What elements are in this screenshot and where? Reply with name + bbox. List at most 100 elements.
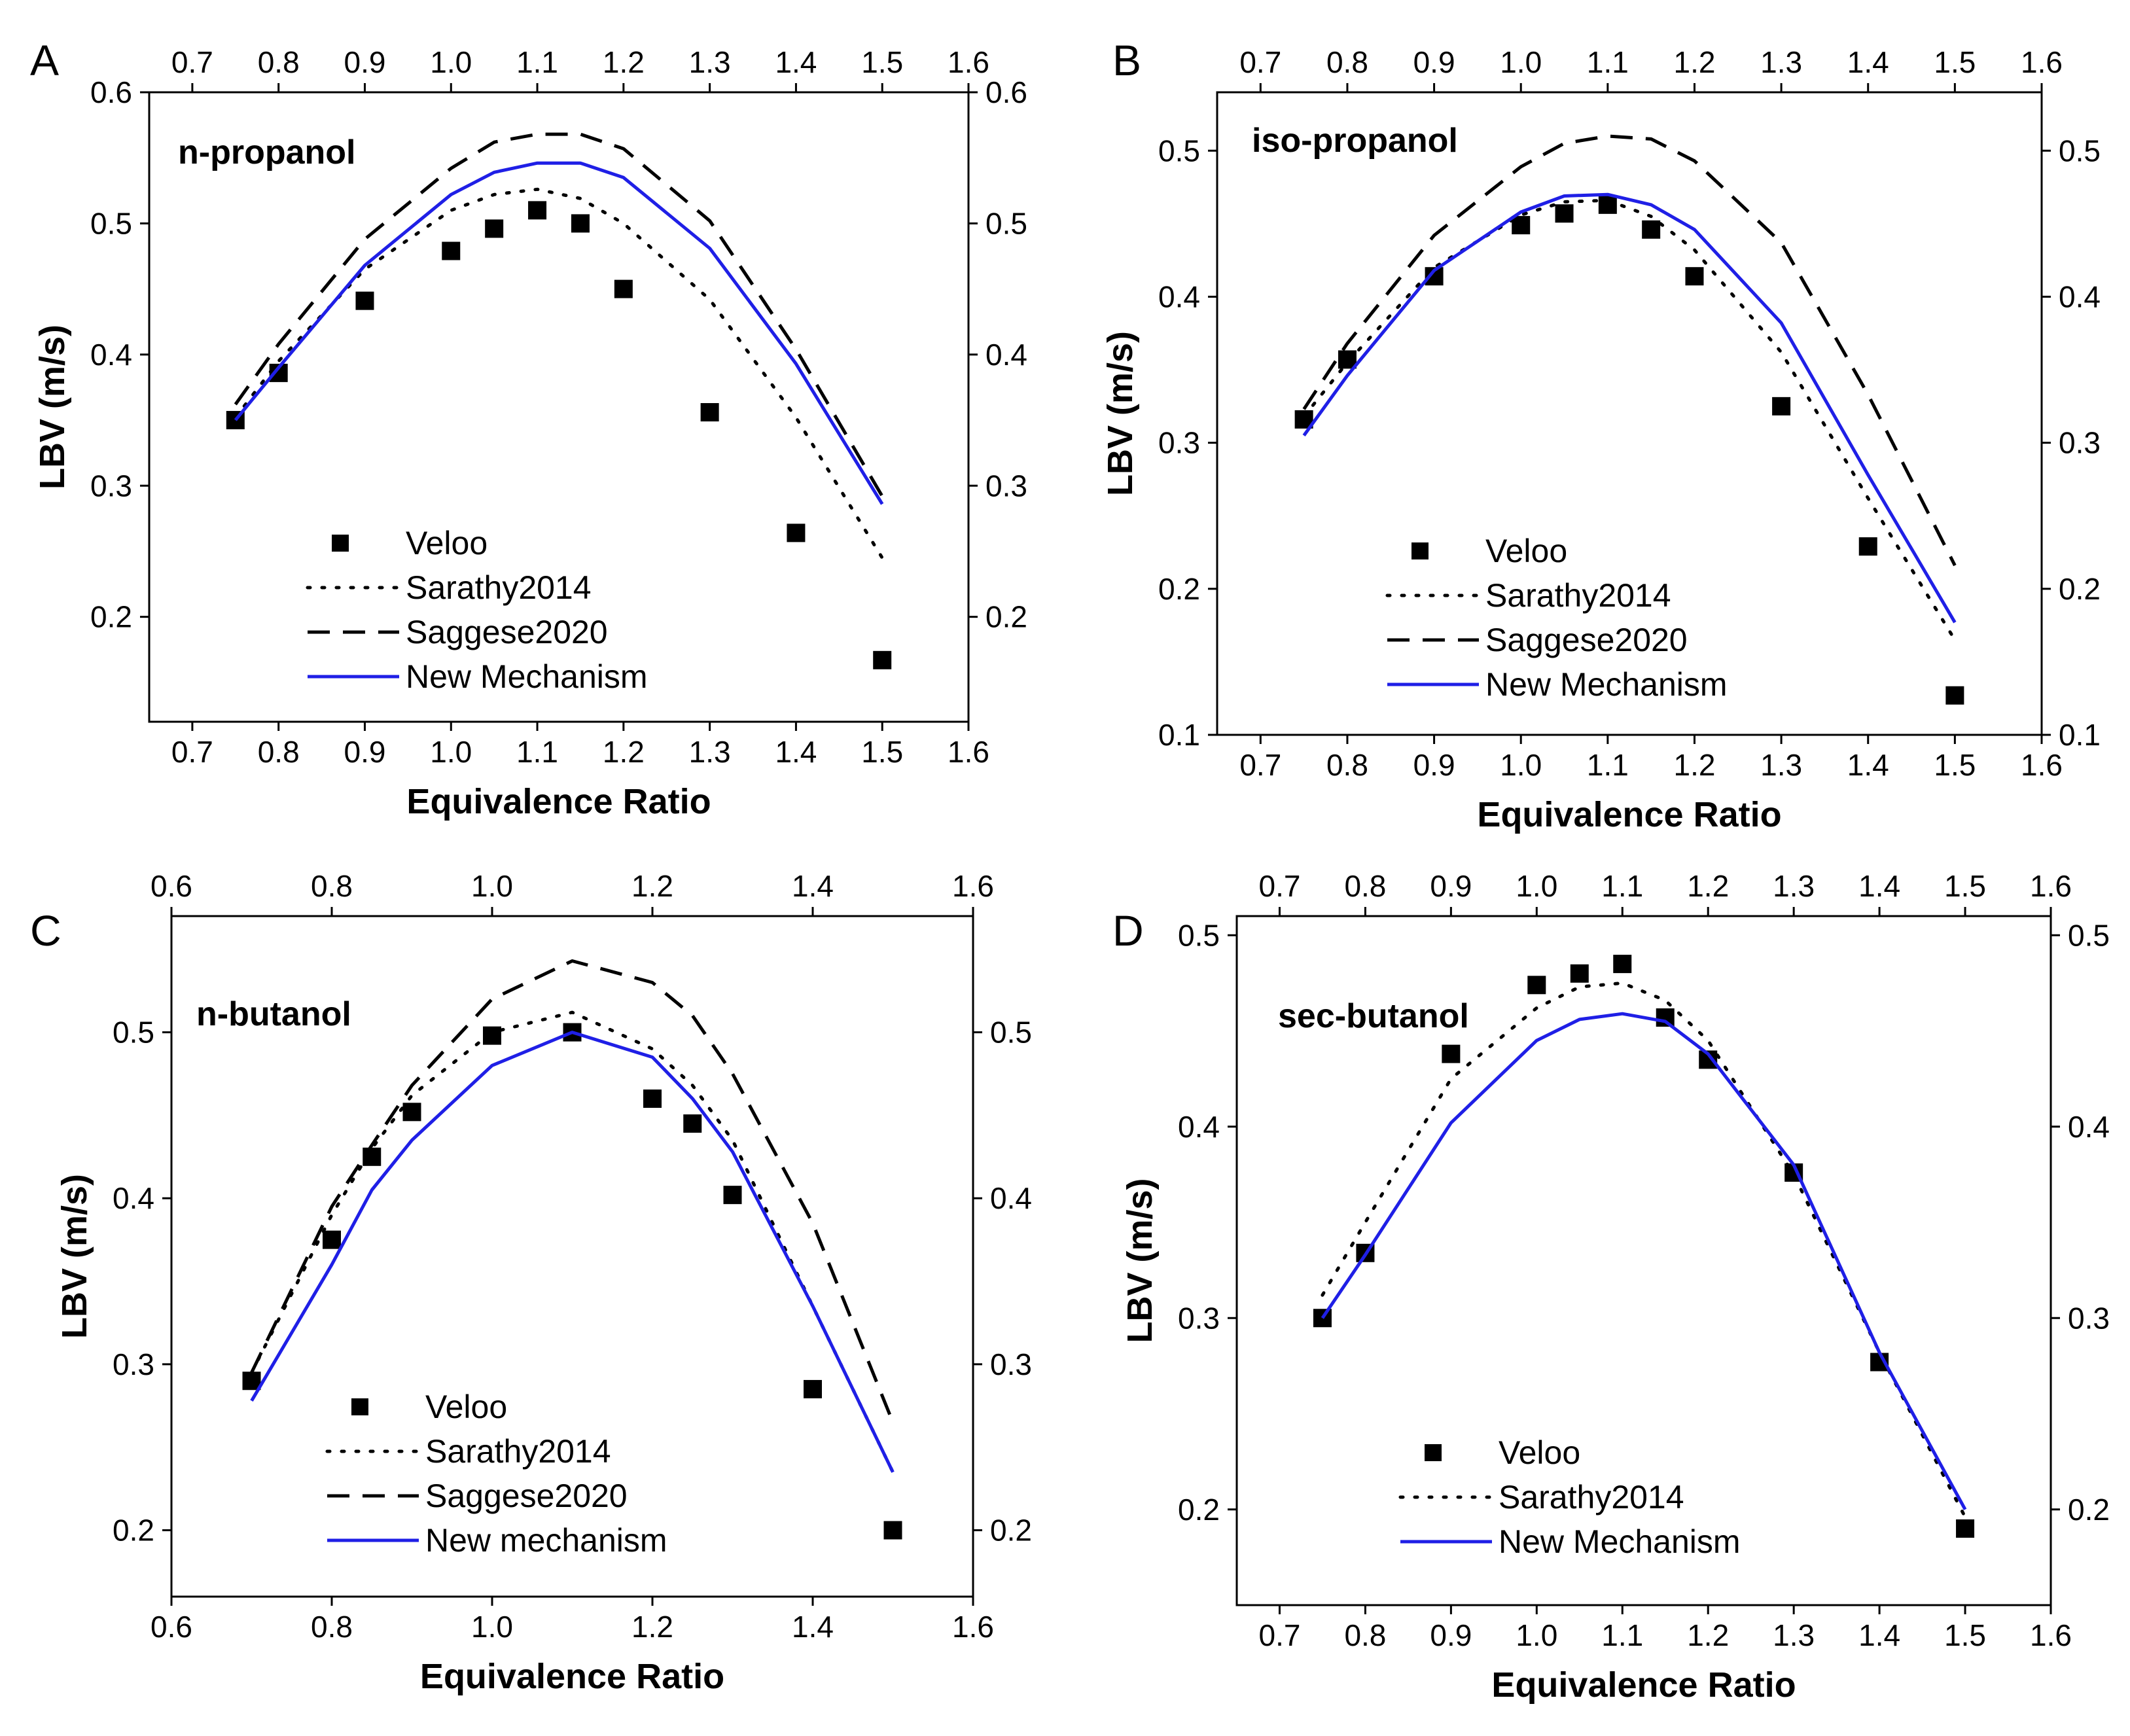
- panel-letter: A: [30, 36, 59, 84]
- x-tick-label-top: 1.0: [1500, 45, 1542, 79]
- x-tick-label-bottom: 0.7: [1258, 1618, 1300, 1652]
- panel-b: B 0.7 0.7 0.8 0.8 0.9 0.9 1.0 1.0 1.1 1.1 1.2 1.2 1.3…: [1101, 36, 2101, 834]
- x-tick-label-top: 1.1: [1601, 869, 1643, 903]
- legend-label: Saggese2020: [1485, 622, 1688, 658]
- x-tick-label-top: 1.0: [1516, 869, 1557, 903]
- x-tick-label-bottom: 0.9: [344, 735, 385, 769]
- data-point-veloo: [787, 523, 806, 542]
- panel-c: C 0.6 0.6 0.8 0.8 1.0 1.0 1.2 1.2 1.4 1.4 1.6 1.6 0.2…: [30, 869, 1032, 1696]
- y-tick-label-left: 0.3: [1158, 426, 1200, 460]
- x-tick-label-bottom: 1.4: [1858, 1618, 1900, 1652]
- legend-marker-icon: [1425, 1444, 1442, 1461]
- y-tick-label-left: 0.3: [90, 469, 132, 503]
- plot-frame: [1235, 915, 2052, 1606]
- x-tick-label-top: 1.2: [631, 869, 673, 903]
- legend-sarathy2014: Sarathy2014: [1398, 1479, 1684, 1515]
- y-tick-label-left: 0.2: [90, 600, 132, 634]
- x-tick-label-top: 1.3: [1760, 45, 1802, 79]
- data-point-veloo: [1570, 964, 1589, 983]
- x-tick-label-top: 1.5: [861, 45, 903, 79]
- x-tick-label-bottom: 1.5: [1934, 748, 1976, 782]
- legend-marker-icon: [351, 1398, 368, 1415]
- data-point-veloo: [683, 1114, 702, 1133]
- legend-label: New mechanism: [425, 1522, 667, 1559]
- plot-frame: [1216, 91, 2043, 736]
- y-tick-label-right: 0.5: [2059, 133, 2101, 168]
- panel-letter: D: [1112, 906, 1144, 955]
- series-sarathy2014-line: [234, 187, 884, 559]
- series-sarathy2014-line: [250, 1010, 895, 1474]
- legend-label: Sarathy2014: [406, 569, 592, 606]
- legend-label: New Mechanism: [1499, 1523, 1741, 1560]
- x-tick-label-top: 1.0: [471, 869, 513, 903]
- x-tick-label-bottom: 1.4: [1847, 748, 1889, 782]
- legend-sarathy2014: Sarathy2014: [1385, 577, 1671, 614]
- legend-new-mechanism: New Mechanism: [1400, 1523, 1741, 1560]
- legend-label: Veloo: [1499, 1434, 1580, 1471]
- x-tick-label-bottom: 1.2: [631, 1610, 673, 1644]
- legend-label: Saggese2020: [425, 1478, 628, 1514]
- x-tick-label-bottom: 1.6: [948, 735, 989, 769]
- x-tick-label-bottom: 0.8: [1326, 748, 1368, 782]
- y-tick-label-right: 0.3: [990, 1347, 1032, 1381]
- x-tick-label-top: 1.1: [516, 45, 558, 79]
- x-tick-label-top: 1.5: [1934, 45, 1976, 79]
- x-tick-label-bottom: 0.8: [258, 735, 300, 769]
- x-tick-label-bottom: 1.3: [1773, 1618, 1815, 1652]
- y-tick-label-left: 0.6: [90, 75, 132, 109]
- x-tick-label-top: 0.9: [1430, 869, 1472, 903]
- y-tick-label-right: 0.3: [985, 469, 1027, 503]
- legend-new-mechanism: New mechanism: [327, 1522, 667, 1559]
- legend-label: Veloo: [1485, 533, 1567, 569]
- data-point-veloo: [242, 1372, 261, 1391]
- y-tick-label-left: 0.2: [1158, 572, 1200, 606]
- legend-marker-icon: [332, 535, 349, 552]
- fuel-name: n-butanol: [196, 995, 351, 1033]
- y-tick-label-right: 0.4: [990, 1181, 1032, 1215]
- x-tick-label-bottom: 1.0: [430, 735, 472, 769]
- legend-label: Saggese2020: [406, 614, 608, 650]
- data-point-veloo: [485, 219, 504, 238]
- legend-new-mechanism: New Mechanism: [308, 658, 648, 695]
- x-tick-label-bottom: 1.1: [1601, 1618, 1643, 1652]
- x-tick-label-top: 1.4: [1847, 45, 1889, 79]
- x-tick-label-bottom: 1.4: [775, 735, 817, 769]
- data-point-veloo: [873, 650, 892, 669]
- x-tick-label-bottom: 0.8: [311, 1610, 353, 1644]
- y-tick-label-left: 0.2: [113, 1514, 154, 1548]
- x-tick-label-bottom: 1.6: [952, 1610, 994, 1644]
- x-tick-label-bottom: 0.8: [1344, 1618, 1386, 1652]
- y-tick-label-left: 0.5: [113, 1016, 154, 1050]
- y-axis-title: LBV (m/s): [1120, 1178, 1160, 1343]
- y-tick-label-left: 0.5: [1158, 133, 1200, 168]
- y-tick-label-right: 0.5: [990, 1016, 1032, 1050]
- x-tick-label-bottom: 1.1: [1587, 748, 1629, 782]
- data-point-veloo: [402, 1103, 421, 1122]
- data-point-veloo: [323, 1230, 341, 1249]
- data-point-veloo: [355, 291, 374, 310]
- data-point-veloo: [723, 1186, 742, 1205]
- y-tick-label-right: 0.3: [2059, 426, 2101, 460]
- x-tick-label-top: 1.6: [2030, 869, 2072, 903]
- data-point-veloo: [614, 279, 633, 298]
- y-tick-label-right: 0.4: [985, 338, 1027, 372]
- x-tick-label-bottom: 0.9: [1430, 1618, 1472, 1652]
- legend-sarathy2014: Sarathy2014: [325, 1433, 611, 1470]
- data-point-veloo: [1598, 195, 1617, 214]
- y-tick-label-right: 0.5: [2068, 918, 2110, 952]
- legend-new-mechanism: New Mechanism: [1387, 666, 1728, 703]
- panel-letter: B: [1112, 36, 1141, 84]
- legend-label: Veloo: [425, 1389, 507, 1425]
- x-tick-label-top: 1.4: [792, 869, 834, 903]
- data-point-veloo: [1945, 686, 1964, 705]
- x-tick-label-bottom: 1.5: [1944, 1618, 1986, 1652]
- x-tick-label-top: 1.0: [430, 45, 472, 79]
- y-tick-label-left: 0.4: [1178, 1110, 1220, 1144]
- legend-veloo: Veloo: [1411, 533, 1567, 569]
- x-axis-title: Equivalence Ratio: [1491, 1665, 1796, 1705]
- x-tick-label-top: 1.3: [689, 45, 731, 79]
- x-tick-label-top: 1.2: [1687, 869, 1729, 903]
- x-tick-label-bottom: 1.3: [689, 735, 731, 769]
- x-tick-label-top: 0.6: [151, 869, 192, 903]
- legend-label: Sarathy2014: [425, 1433, 611, 1470]
